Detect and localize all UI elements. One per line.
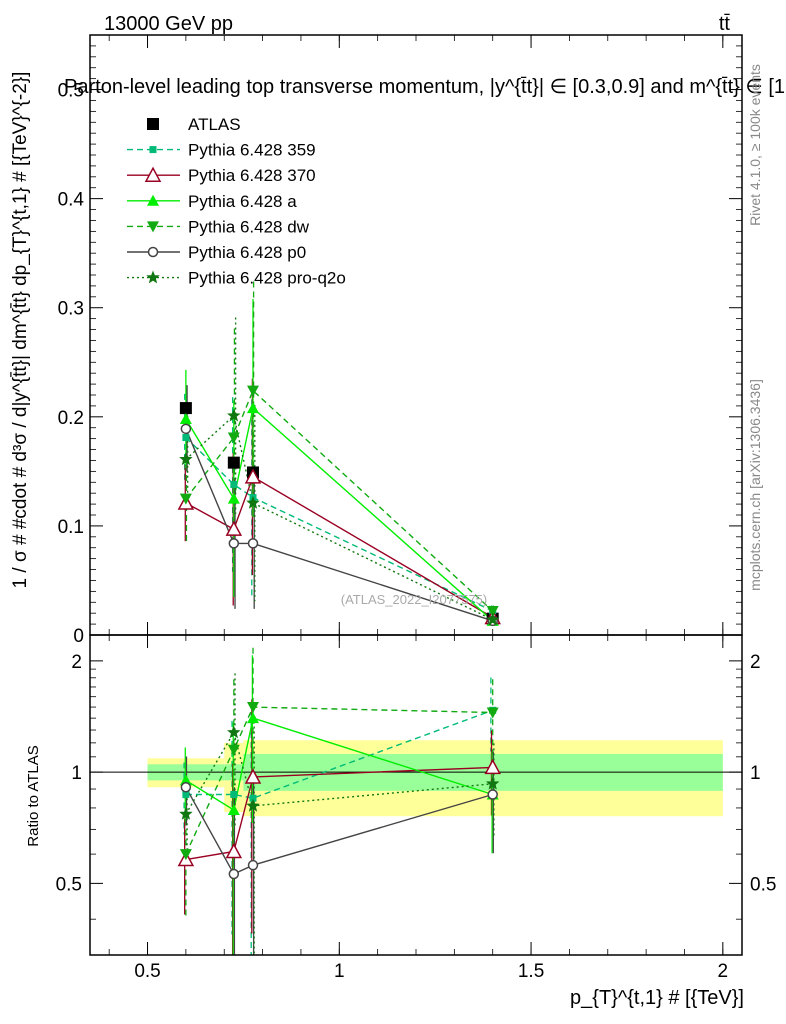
pythia-6-428-359-point	[182, 434, 190, 442]
pythia-6-428-370-ratio-point	[484, 758, 501, 775]
pythia-6-428-pro-q2o-ratio-point	[179, 806, 193, 820]
pythia-6-428-a-point	[179, 413, 192, 424]
ratio-y-tick-label-right: 2	[750, 652, 761, 673]
legend-marker-pythia-6-428-359	[149, 146, 157, 154]
pythia-6-428-dw-point	[179, 493, 192, 505]
pythia-6-428-p0-ratio-point	[180, 782, 192, 793]
legend-label: Pythia 6.428 370	[188, 166, 316, 185]
legend-marker-pythia-6-428-370	[144, 166, 162, 182]
legend-label: Pythia 6.428 a	[188, 192, 297, 211]
pythia-6-428-pro-q2o-ratio-point	[246, 798, 260, 812]
ratio-y-tick-label: 2	[71, 652, 82, 673]
pythia-6-428-pro-q2o-ratio-line	[185, 730, 493, 815]
pythia-6-428-pro-q2o-point	[227, 408, 241, 422]
pythia-6-428-p0-point	[247, 538, 259, 549]
main-y-tick-label: 0.3	[58, 299, 84, 320]
legend-label: Pythia 6.428 p0	[188, 243, 306, 262]
pythia-6-428-dw-point	[247, 385, 259, 397]
pythia-6-428-p0-ratio-point	[247, 859, 259, 871]
pythia-6-428-359-ratio-point	[249, 794, 257, 802]
pythia-6-428-a-line	[185, 406, 494, 622]
pythia-6-428-pro-q2o-point	[246, 495, 260, 509]
legend-marker-pythia-6-428-dw	[147, 221, 159, 233]
pythia-6-428-dw-ratio-point	[179, 849, 192, 861]
pythia-6-428-a-ratio-point	[227, 803, 240, 815]
pythia-6-428-359-ratio-point	[230, 790, 238, 798]
ratio-y-tick-label-right: 1	[750, 763, 761, 784]
pythia-6-428-359-point	[230, 480, 238, 488]
rivet-version-label: Rivet 4.1.0, ≥ 100k events	[747, 64, 763, 226]
atlas-point	[227, 456, 240, 469]
pythia-6-428-pro-q2o-point	[179, 452, 193, 466]
legend-marker-atlas	[147, 118, 159, 130]
pythia-6-428-359-line	[185, 437, 493, 612]
legend-label: Pythia 6.428 359	[188, 141, 316, 160]
plot-title: Parton-level leading top transverse mome…	[64, 76, 786, 98]
pythia-6-428-370-ratio-line	[185, 766, 493, 861]
pythia-6-428-p0-ratio-line	[185, 786, 493, 875]
pythia-6-428-p0-point	[180, 423, 192, 435]
legend-label: Pythia 6.428 dw	[188, 217, 310, 236]
ratio-y-axis-label: Ratio to ATLAS	[25, 745, 42, 846]
x-tick-label: 1	[334, 961, 345, 982]
pythia-6-428-dw-ratio-line	[185, 706, 493, 855]
legend-label: Pythia 6.428 pro-q2o	[188, 269, 346, 288]
pythia-6-428-dw-point	[227, 432, 240, 444]
pythia-6-428-370-line	[185, 475, 494, 619]
pythia-6-428-p0-line	[185, 428, 493, 622]
pythia-6-428-a-point	[227, 492, 240, 504]
legend: ATLAS Pythia 6.428 359 Pythia 6.428 370 Pyt…	[127, 115, 346, 288]
pythia-6-428-a-ratio-line	[185, 717, 493, 812]
atlas-point	[179, 402, 192, 415]
main-y-tick-label: 0.4	[58, 190, 85, 211]
pythia-6-428-370-point	[225, 520, 243, 536]
legend-marker-pythia-6-428-p0	[147, 246, 159, 258]
ratio-y-tick-label: 0.5	[56, 874, 82, 895]
pythia-6-428-p0-ratio-point	[228, 868, 240, 880]
pythia-6-428-370-ratio-point	[244, 768, 262, 784]
pythia-6-428-370-point	[244, 468, 262, 484]
pythia-6-428-dw-line	[185, 389, 494, 612]
pythia-6-428-p0-ratio-point	[487, 789, 498, 800]
pythia-6-428-pro-q2o-ratio-point	[485, 776, 500, 790]
main-y-axis-label: 1 / σ # #cdot # d³σ / d|y^{t̄t}| dm^{t̄t…	[10, 72, 31, 589]
main-y-tick-label: 0.5	[58, 81, 84, 102]
ratio-y-tick-label: 1	[71, 763, 82, 784]
main-y-tick-label: 0	[73, 626, 84, 647]
process-label: tt̄	[719, 13, 731, 35]
main-plot-panel: 0 0.1 0.2 0.3 0.4 0.5 ATLAS Pythia 6.428 359 Pyt…	[58, 34, 743, 647]
x-tick-label: 0.5	[134, 961, 160, 982]
ratio-y-tick-label-right: 0.5	[750, 874, 776, 895]
pythia-6-428-dw-point	[486, 606, 499, 617]
pythia-6-428-dw-ratio-point	[247, 702, 259, 714]
pythia-6-428-a-ratio-point	[179, 774, 192, 786]
analysis-watermark: (ATLAS_2022_I2077575)	[341, 592, 487, 607]
mcplots-label: mcplots.cern.ch [arXiv:1306.3436]	[747, 379, 763, 591]
pythia-6-428-pro-q2o-point	[485, 612, 500, 626]
legend-marker-pythia-6-428-a	[147, 194, 159, 206]
pythia-6-428-pro-q2o-ratio-point	[227, 725, 241, 739]
legend-label: ATLAS	[188, 115, 241, 134]
pythia-6-428-dw-ratio-point	[227, 744, 240, 756]
pythia-6-428-p0-point	[228, 538, 240, 549]
energy-label: 13000 GeV pp	[104, 13, 233, 35]
pythia-6-428-370-ratio-point	[225, 842, 243, 859]
x-axis-label: p_{T}^{t,1} # [{TeV}]	[570, 987, 744, 1009]
x-tick-label: 1.5	[518, 961, 544, 982]
main-y-tick-label: 0.2	[58, 408, 84, 429]
legend-marker-pythia-6-428-pro-q2o	[146, 270, 160, 284]
pythia-6-428-dw-ratio-point	[486, 707, 499, 719]
pythia-6-428-a-point	[247, 402, 259, 414]
pythia-6-428-a-ratio-point	[247, 712, 259, 724]
x-tick-label: 2	[718, 961, 729, 982]
main-y-tick-label: 0.1	[58, 517, 84, 538]
pythia-6-428-359-ratio-point	[182, 790, 190, 798]
ratio-plot-panel: 0.5 1 1.5 2 0.5 0.5 1 1 2 2	[56, 35, 776, 982]
